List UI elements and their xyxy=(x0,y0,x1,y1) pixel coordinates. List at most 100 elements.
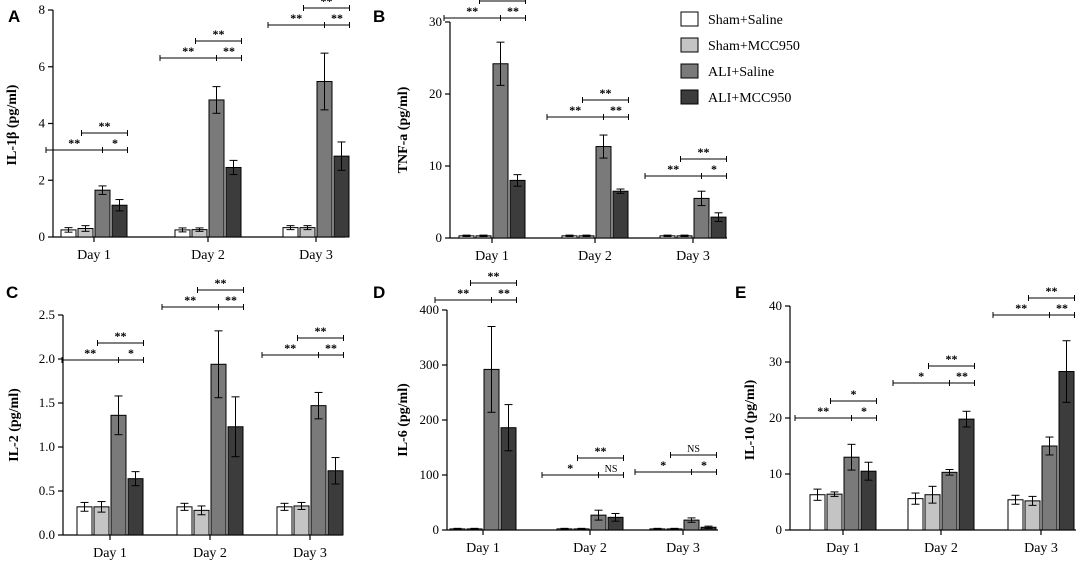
x-category-label: Day 3 xyxy=(293,546,327,561)
bar-sham-saline xyxy=(276,506,293,536)
significance-label: ** xyxy=(497,0,509,1)
y-axis-label: IL-10 (pg/ml) xyxy=(743,379,758,460)
significance-label: ** xyxy=(817,404,829,418)
panel-letter: A xyxy=(8,7,20,26)
significance-label: ** xyxy=(184,293,196,307)
bar-ali-saline xyxy=(492,63,509,239)
y-axis-label: IL-2 (pg/ml) xyxy=(7,388,22,462)
panel-letter: D xyxy=(373,283,385,302)
legend-swatch xyxy=(680,11,699,27)
legend-label: ALI+Saline xyxy=(708,65,774,80)
y-tick-label: 30 xyxy=(429,14,442,29)
significance-label: ** xyxy=(595,444,607,458)
significance-label: * xyxy=(701,458,707,472)
bar-ali-saline xyxy=(1041,445,1058,531)
significance-label: * xyxy=(660,458,666,472)
significance-label: ** xyxy=(115,329,127,343)
significance-label: ** xyxy=(284,341,296,355)
significance-label: ** xyxy=(569,103,581,117)
significance-label: ** xyxy=(698,145,710,159)
significance-label: ** xyxy=(1015,301,1027,315)
y-tick-label: 1.5 xyxy=(39,395,55,410)
significance-label: ** xyxy=(213,27,225,41)
significance-label: * xyxy=(128,346,134,360)
bar-sham-mcc950 xyxy=(826,493,843,531)
legend-label: Sham+Saline xyxy=(708,13,783,28)
x-category-label: Day 3 xyxy=(666,541,700,556)
significance-label: ** xyxy=(667,162,679,176)
y-tick-label: 10 xyxy=(429,158,442,173)
x-category-label: Day 1 xyxy=(826,541,860,556)
significance-label: ** xyxy=(182,44,194,58)
significance-label: ** xyxy=(498,286,510,300)
x-category-label: Day 1 xyxy=(93,546,127,561)
y-tick-label: 6 xyxy=(39,59,46,74)
x-category-label: Day 2 xyxy=(578,249,612,264)
significance-label: NS xyxy=(605,464,618,475)
bar-ali-saline xyxy=(310,405,327,536)
y-tick-label: 0 xyxy=(433,522,440,537)
bar-ali-saline xyxy=(94,189,111,238)
y-tick-label: 0 xyxy=(776,522,783,537)
significance-label: ** xyxy=(488,269,500,283)
y-tick-label: 0 xyxy=(39,229,46,244)
x-category-label: Day 2 xyxy=(193,546,227,561)
y-tick-label: 4 xyxy=(39,116,46,131)
significance-label: * xyxy=(112,136,118,150)
x-category-label: Day 1 xyxy=(475,249,509,264)
y-tick-label: 0 xyxy=(436,230,443,245)
y-tick-label: 200 xyxy=(420,412,440,427)
significance-label: ** xyxy=(946,352,958,366)
significance-label: ** xyxy=(331,11,343,25)
y-tick-label: 2 xyxy=(39,172,46,187)
x-category-label: Day 3 xyxy=(299,248,333,263)
significance-label: ** xyxy=(507,4,519,18)
y-tick-label: 20 xyxy=(429,86,442,101)
significance-label: * xyxy=(851,387,857,401)
legend-label: Sham+MCC950 xyxy=(708,39,800,54)
significance-label: ** xyxy=(215,276,227,290)
significance-label: ** xyxy=(1056,301,1068,315)
y-tick-label: 2.5 xyxy=(39,307,55,322)
x-category-label: Day 3 xyxy=(1024,541,1058,556)
y-tick-label: 300 xyxy=(420,357,440,372)
legend-label: ALI+MCC950 xyxy=(708,91,791,106)
x-category-label: Day 1 xyxy=(466,541,500,556)
significance-label: ** xyxy=(290,11,302,25)
y-tick-label: 40 xyxy=(769,298,782,313)
significance-label: ** xyxy=(956,369,968,383)
bar-ali-mcc950 xyxy=(225,166,242,238)
x-category-label: Day 2 xyxy=(191,248,225,263)
significance-label: ** xyxy=(99,119,111,133)
significance-label: ** xyxy=(325,341,337,355)
y-axis-label: IL-6 (pg/ml) xyxy=(396,383,411,457)
legend-swatch xyxy=(680,63,699,79)
bar-ali-mcc950 xyxy=(509,179,526,239)
significance-label: ** xyxy=(1046,284,1058,298)
y-tick-label: 100 xyxy=(420,467,440,482)
y-axis-label: IL-1β (pg/ml) xyxy=(5,84,20,165)
bar-ali-mcc950 xyxy=(612,190,629,239)
significance-label: ** xyxy=(315,324,327,338)
y-tick-label: 20 xyxy=(769,410,782,425)
y-tick-label: 8 xyxy=(39,2,46,17)
significance-label: * xyxy=(567,461,573,475)
x-category-label: Day 2 xyxy=(573,541,607,556)
significance-label: * xyxy=(711,162,717,176)
significance-label: ** xyxy=(600,86,612,100)
significance-label: ** xyxy=(223,44,235,58)
significance-label: * xyxy=(918,369,924,383)
significance-label: ** xyxy=(321,0,333,8)
panel-letter: C xyxy=(6,283,18,302)
y-tick-label: 10 xyxy=(769,466,782,481)
y-tick-label: 0.5 xyxy=(39,483,55,498)
bar-ali-saline xyxy=(941,471,958,531)
significance-label: ** xyxy=(84,346,96,360)
legend-swatch xyxy=(680,37,699,53)
significance-label: ** xyxy=(457,286,469,300)
panel-letter: B xyxy=(373,7,385,26)
significance-label: ** xyxy=(610,103,622,117)
panel-letter: E xyxy=(735,283,746,302)
y-tick-label: 2.0 xyxy=(39,351,55,366)
